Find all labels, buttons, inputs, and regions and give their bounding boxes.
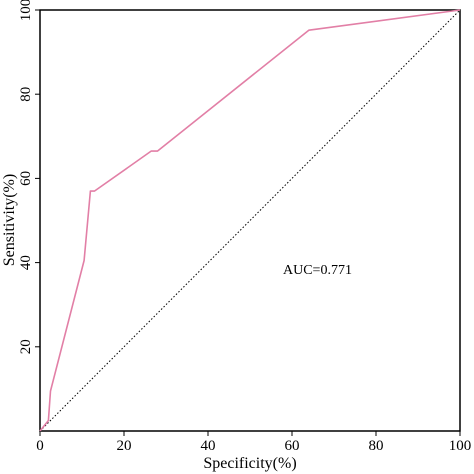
- x-axis: 0 20 40 60 80 100: [36, 431, 471, 454]
- roc-curve-line: [39, 9, 461, 432]
- y-axis: 20 40 60 80 100: [18, 0, 40, 354]
- series-layer: [39, 9, 461, 432]
- x-tick-label: 40: [201, 438, 216, 454]
- auc-annotation: AUC=0.771: [283, 263, 352, 278]
- y-tick-label: 100: [18, 0, 34, 21]
- plot-frame: [39, 9, 461, 432]
- x-tick-label: 60: [285, 438, 300, 454]
- x-tick-label: 100: [449, 438, 472, 454]
- y-tick-label: 20: [18, 339, 34, 354]
- reference-diagonal: [39, 9, 461, 432]
- x-axis-title: Specificity(%): [203, 455, 296, 472]
- x-tick-label: 0: [36, 438, 44, 454]
- y-tick-label: 40: [18, 255, 34, 270]
- x-tick-label: 80: [369, 438, 384, 454]
- y-tick-label: 80: [18, 87, 34, 102]
- y-tick-label: 60: [18, 171, 34, 186]
- reference-layer: [39, 9, 461, 432]
- y-axis-title: Sensitivity(%): [1, 174, 18, 266]
- x-tick-label: 20: [117, 438, 132, 454]
